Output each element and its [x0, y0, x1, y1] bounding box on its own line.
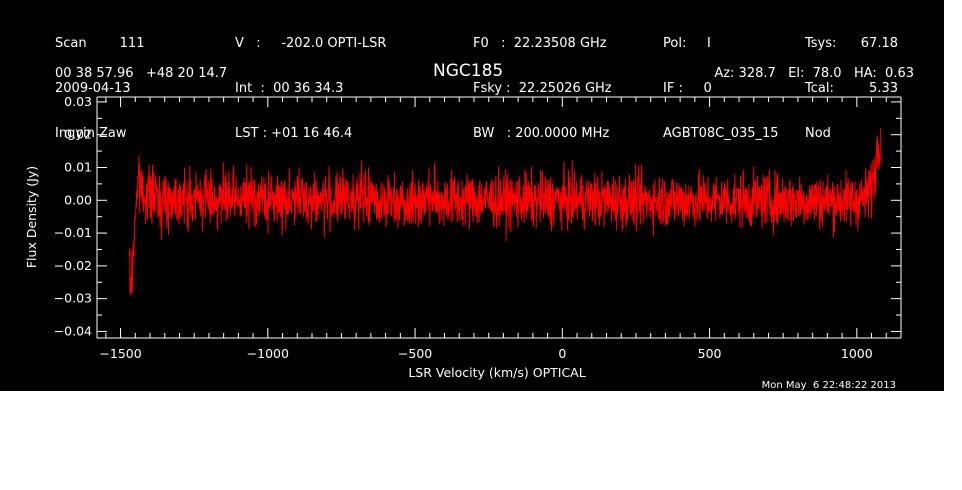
x-tick-label: −1000 — [247, 346, 289, 361]
y-tick-label: 0.03 — [64, 94, 92, 109]
header-col-scan: Scan 111 2009-04-13 Ingyin Zaw — [55, 6, 144, 156]
x-tick-label: 1000 — [841, 346, 873, 361]
axes-frame — [96, 96, 902, 339]
y-tick-label: 0.02 — [64, 127, 92, 142]
x-tick-label: −500 — [398, 346, 432, 361]
header-col-frequency: F0 : 22.23508 GHz Fsky : 22.25026 GHz BW… — [473, 6, 612, 156]
header-line: 2009-04-13 — [55, 81, 131, 96]
header-line: Tcal: — [805, 81, 834, 96]
header-line: Scan 111 — [55, 36, 145, 51]
header-line: Tsys: — [805, 36, 837, 51]
header-line: LST : +01 16 46.4 — [235, 126, 353, 141]
header-col-velocity: V : -202.0 OPTI-LSR Int : 00 36 34.3 LST… — [235, 6, 386, 156]
header-line: V : -202.0 OPTI-LSR — [235, 36, 387, 51]
spectrum-chart: −1500 −1000 −500 0 500 1000 −0.04−0.03−0.02−0… — [24, 94, 902, 380]
x-tick-label: −1500 — [99, 346, 141, 361]
x-axis-label: LSR Velocity (km/s) OPTICAL — [408, 365, 585, 380]
header-col-polarization: Pol: I IF : 0 AGBT08C_035_15 — [663, 6, 779, 156]
y-tick-label: −0.02 — [54, 258, 92, 273]
spectrum-trace-group — [128, 127, 881, 296]
source-name: NGC185 — [433, 61, 504, 81]
header-line: AGBT08C_035_15 — [663, 126, 779, 141]
spectrum-trace — [128, 127, 881, 296]
y-tick-label: 0.01 — [64, 159, 92, 174]
header-col-tsys-values: 67.18 5.33 — [861, 6, 898, 111]
y-tick-label: −0.03 — [54, 291, 92, 306]
header-line: Ingyin Zaw — [55, 126, 127, 141]
y-axis-ticks: −0.04 −0.03 −0.02 −0.01 0.00 0.01 0.02 0.03 — [54, 94, 901, 338]
y-tick-label: −0.04 — [54, 323, 92, 338]
header-col-tsys-labels: Tsys: Tcal: Nod — [805, 6, 836, 156]
x-axis-ticks: −1500 −1000 −500 0 500 1000 — [99, 97, 887, 361]
header-line: F0 : 22.23508 GHz — [473, 36, 607, 51]
source-coordinates: 00 38 57.96 +48 20 14.7 — [55, 66, 228, 81]
y-axis-label: Flux Density (Jy) — [24, 166, 39, 268]
plot-timestamp: Mon May 6 22:48:22 2013 — [761, 380, 896, 391]
header-line: Fsky : 22.25026 GHz — [473, 81, 612, 96]
y-tick-label: 0.00 — [64, 192, 92, 207]
header-line: Nod — [805, 126, 831, 141]
header-line: Pol: I — [663, 36, 711, 51]
y-tick-label: −0.01 — [54, 225, 92, 240]
header-line: IF : 0 — [663, 81, 712, 96]
header-line: BW : 200.0000 MHz — [473, 126, 610, 141]
header-line: Int : 00 36 34.3 — [235, 81, 344, 96]
header-line: 67.18 — [860, 36, 898, 51]
header-line: 5.33 — [869, 81, 898, 96]
x-tick-label: 500 — [698, 346, 722, 361]
x-tick-label: 0 — [558, 346, 566, 361]
azimuth-elevation: Az: 328.7 El: 78.0 HA: 0.63 — [714, 66, 914, 81]
